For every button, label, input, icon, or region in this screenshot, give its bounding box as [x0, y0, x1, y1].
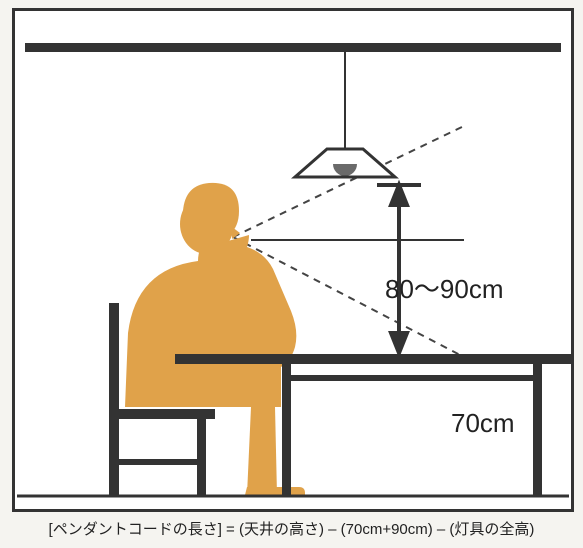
diagram-frame: 80～90cm 70cm [12, 8, 574, 512]
pendant-lamp [295, 149, 395, 177]
person-silhouette [125, 183, 305, 495]
label-table-height: 70cm [451, 408, 515, 439]
formula-caption: [ペンダントコードの長さ] = (天井の高さ) – (70cm+90cm) – … [0, 518, 583, 539]
label-lamp-to-table: 80～90cm [385, 269, 504, 306]
